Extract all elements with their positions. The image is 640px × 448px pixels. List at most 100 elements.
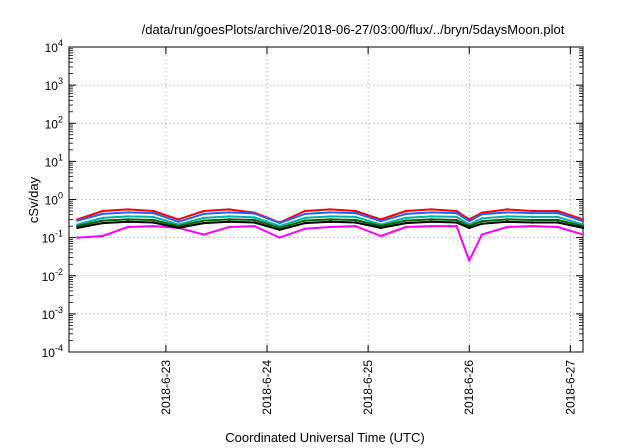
data-point (152, 224, 155, 228)
data-point (379, 224, 382, 228)
data-point (303, 216, 307, 220)
data-point (455, 211, 458, 215)
data-point (556, 211, 559, 215)
data-point (101, 219, 104, 222)
data-point (354, 215, 357, 219)
data-point (101, 221, 104, 225)
data-point (468, 259, 471, 262)
data-point (329, 225, 332, 229)
series-path (77, 218, 584, 229)
data-point (506, 225, 509, 229)
y-axis-label: cSv/day (26, 176, 41, 223)
data-point (152, 215, 155, 219)
data-point (354, 224, 357, 228)
data-point (404, 219, 408, 222)
data-point (76, 226, 79, 230)
series-line (76, 211, 585, 225)
data-point (177, 224, 180, 228)
data-point (506, 218, 509, 221)
data-point (455, 218, 458, 222)
grid (69, 47, 583, 352)
y-tick-label: 101 (45, 152, 63, 169)
data-point (202, 233, 205, 236)
data-point (455, 215, 458, 219)
data-point (126, 211, 130, 214)
data-point (253, 212, 256, 215)
data-point (126, 215, 130, 218)
data-point (101, 234, 104, 238)
data-point (480, 220, 484, 223)
data-point (354, 211, 357, 215)
data-point (152, 211, 155, 215)
data-point (581, 224, 585, 228)
data-point (278, 226, 281, 230)
x-axis: 2018-6-23 2018-6-24 2018-6-25 2018-6-26 2018… (159, 47, 577, 415)
series-path (77, 220, 584, 231)
data-point (253, 221, 256, 224)
data-point (354, 221, 357, 224)
data-point (480, 217, 484, 220)
data-point (329, 220, 332, 223)
y-tick-label: 10-2 (42, 267, 63, 284)
data-point (76, 219, 79, 222)
x-tick-label: 2018-6-23 (159, 360, 173, 415)
data-point (430, 218, 433, 221)
data-point (126, 225, 130, 229)
data-point (354, 209, 357, 213)
data-point (506, 211, 509, 214)
y-axis: 10-4 10-3 10-2 10-1 100 101 102 103 104 (42, 38, 583, 360)
data-point (253, 218, 256, 222)
data-point (379, 234, 382, 238)
data-point (404, 216, 408, 220)
data-point (556, 225, 559, 229)
chart-title: /data/run/goesPlots/archive/2018-06-27/0… (142, 22, 565, 37)
data-point (202, 219, 205, 222)
data-point (126, 208, 130, 211)
data-point (101, 216, 104, 220)
data-point (303, 209, 307, 213)
data-point (455, 209, 458, 213)
data-point (506, 215, 509, 218)
data-point (430, 224, 433, 228)
data-point (531, 221, 534, 224)
data-point (581, 226, 585, 230)
data-point (468, 220, 471, 223)
data-point (227, 220, 231, 223)
series (76, 208, 585, 262)
data-point (531, 218, 534, 222)
data-point (202, 221, 205, 225)
data-point (202, 212, 205, 216)
data-point (329, 218, 332, 221)
series-path (77, 215, 584, 228)
series-line (76, 218, 585, 230)
data-point (430, 220, 433, 223)
y-tick-label: 102 (45, 114, 63, 131)
data-point (480, 222, 484, 225)
data-point (303, 219, 307, 222)
data-point (379, 220, 382, 223)
series-path (77, 208, 584, 224)
x-tick-label: 2018-6-25 (361, 360, 375, 415)
data-point (430, 211, 433, 214)
data-point (531, 209, 534, 213)
series-line (76, 224, 585, 262)
data-point (531, 211, 534, 215)
data-point (531, 224, 534, 228)
data-point (329, 208, 332, 211)
data-point (126, 220, 130, 223)
series-path (77, 211, 584, 225)
y-tick-label: 10-1 (42, 229, 63, 246)
data-point (152, 218, 155, 222)
x-tick-label: 2018-6-24 (260, 360, 274, 415)
data-point (227, 208, 231, 211)
data-point (506, 208, 509, 211)
data-point (278, 221, 281, 225)
data-point (253, 224, 256, 228)
y-tick-label: 10-3 (42, 305, 63, 322)
data-point (556, 215, 559, 219)
data-point (76, 236, 79, 239)
data-point (531, 215, 534, 219)
data-point (101, 212, 104, 216)
data-point (556, 221, 559, 224)
